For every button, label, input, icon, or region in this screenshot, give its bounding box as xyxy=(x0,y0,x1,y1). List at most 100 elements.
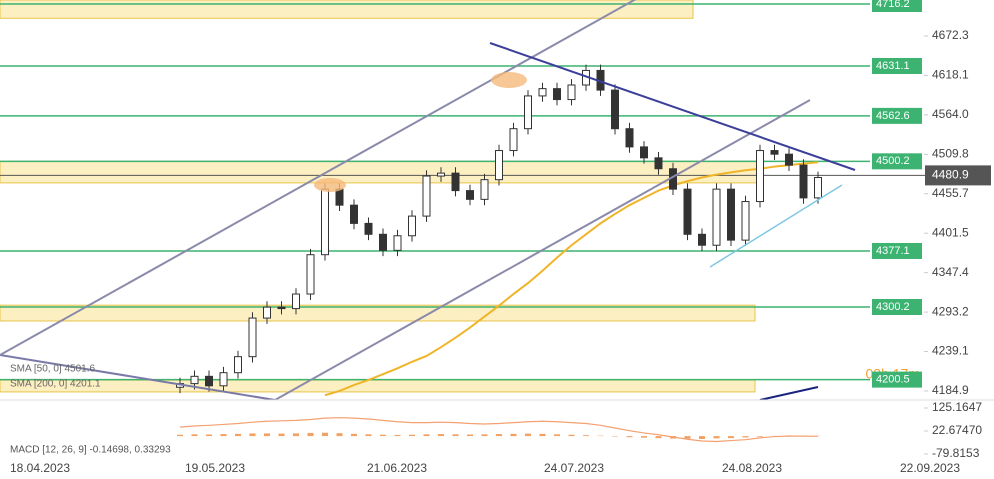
candle-body xyxy=(524,95,532,130)
level-tag xyxy=(872,57,922,74)
macd-bar xyxy=(351,433,357,437)
zone xyxy=(0,0,694,19)
level-label: 4200.5 xyxy=(876,374,910,386)
candle-body xyxy=(567,84,576,101)
y-tick-label: 4184.9 xyxy=(932,383,969,397)
candle-body xyxy=(379,233,387,251)
macd-bar xyxy=(177,434,183,437)
candle-body xyxy=(190,375,199,385)
macd-bar xyxy=(409,434,415,437)
macd-bar xyxy=(554,434,560,437)
x-tick-label: 18.04.2023 xyxy=(10,461,70,475)
macd-bar xyxy=(264,433,270,437)
y-tick-label: 4455.7 xyxy=(932,186,969,200)
macd-legend: MACD [12, 26, 9] -0.14698, 0.33293 xyxy=(10,445,171,456)
candle-body xyxy=(683,188,692,235)
macd-bar xyxy=(278,433,285,437)
candle-body xyxy=(727,188,735,241)
macd-tick-label: 125.1647 xyxy=(932,400,982,414)
level-tag xyxy=(872,242,922,259)
macd-bar xyxy=(641,436,647,438)
macd-bar xyxy=(583,435,589,437)
macd-bar xyxy=(713,436,720,439)
channel-line xyxy=(0,0,637,356)
macd-bar xyxy=(699,436,705,440)
macd-bar xyxy=(757,436,763,437)
macd-bar xyxy=(467,434,473,437)
sma-line xyxy=(324,161,819,397)
candle-body xyxy=(219,372,228,387)
y-tick-label: 4509.8 xyxy=(932,147,969,161)
candle-body xyxy=(466,190,474,200)
candle-body xyxy=(292,293,300,310)
y-tick-label: 4564.0 xyxy=(932,107,969,121)
candle-body xyxy=(698,233,706,246)
candle-body xyxy=(814,176,822,199)
macd-bar xyxy=(380,434,386,437)
sma-legend: SMA [200, 0] 4201.1 xyxy=(10,379,101,390)
candle-body xyxy=(335,188,344,206)
candle-body xyxy=(306,254,315,295)
candle-body xyxy=(350,204,358,224)
candle-body xyxy=(654,157,663,170)
macd-bar xyxy=(394,434,401,437)
candle-body xyxy=(799,164,808,199)
level-tag xyxy=(872,298,922,315)
macd-bar xyxy=(742,436,749,438)
x-tick-label: 24.08.2023 xyxy=(722,461,782,475)
current-price-label: 4480.9 xyxy=(932,168,969,182)
candle-body xyxy=(538,88,547,97)
level-tag xyxy=(872,107,922,124)
support-line xyxy=(709,184,843,268)
level-tag xyxy=(872,153,922,170)
candle-body xyxy=(756,150,764,203)
macd-tick-label: -79.8153 xyxy=(932,446,980,460)
zone xyxy=(0,379,756,393)
marker xyxy=(314,178,346,192)
channel-line xyxy=(274,99,811,400)
candle-body xyxy=(611,89,619,130)
candle-body xyxy=(263,306,271,319)
macd-bar xyxy=(655,436,662,439)
x-tick-label: 19.05.2023 xyxy=(185,461,245,475)
macd-bar xyxy=(510,433,517,437)
macd-bar xyxy=(336,433,343,437)
sma200-line xyxy=(759,386,819,400)
macd-bar xyxy=(568,434,575,437)
candle-body xyxy=(422,175,431,217)
zone xyxy=(0,160,764,184)
macd-bar xyxy=(307,432,314,437)
macd-bar xyxy=(728,436,734,439)
candle-body xyxy=(364,222,373,235)
macd-bar xyxy=(365,434,372,437)
macd-bar xyxy=(452,434,459,437)
macd-bar xyxy=(293,433,299,437)
macd-bar xyxy=(322,432,328,437)
macd-bar xyxy=(220,434,227,437)
candle-body xyxy=(741,201,750,241)
macd-tick-label: 22.67470 xyxy=(932,423,982,437)
y-tick-label: 4347.4 xyxy=(932,265,969,279)
candle-body xyxy=(553,88,561,101)
candle-body xyxy=(248,317,257,358)
drawings xyxy=(0,0,856,400)
sma-legend: SMA [50, 0] 4501.6 xyxy=(10,364,95,375)
level-tag xyxy=(872,0,922,13)
candle-body xyxy=(640,146,648,159)
price-pane xyxy=(0,0,925,397)
candle-body xyxy=(712,188,721,246)
candle-body xyxy=(770,150,779,155)
candle-body xyxy=(234,356,242,374)
trend-line xyxy=(0,354,276,400)
macd-bar xyxy=(235,433,241,437)
candle-body xyxy=(393,235,402,251)
macd-bar xyxy=(191,434,198,437)
macd-bar xyxy=(539,433,546,437)
candle-body xyxy=(321,188,329,256)
level-label: 4631.1 xyxy=(876,60,910,72)
x-tick-label: 24.07.2023 xyxy=(544,461,604,475)
level-label: 4300.2 xyxy=(876,301,910,313)
y-tick-label: 4401.5 xyxy=(932,225,969,239)
resistance-line xyxy=(489,42,856,171)
